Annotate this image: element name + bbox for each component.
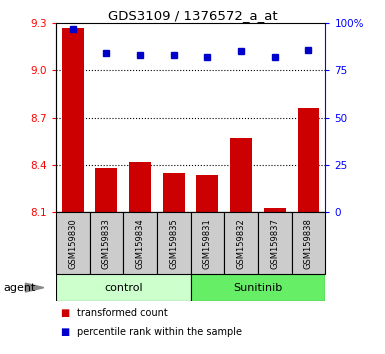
Bar bbox=[123, 212, 157, 274]
Bar bbox=[163, 173, 185, 212]
Bar bbox=[224, 212, 258, 274]
Polygon shape bbox=[25, 283, 44, 292]
Text: GSM159831: GSM159831 bbox=[203, 218, 212, 269]
Bar bbox=[264, 208, 286, 212]
Bar bbox=[56, 212, 89, 274]
Bar bbox=[56, 274, 191, 301]
Text: GSM159835: GSM159835 bbox=[169, 218, 178, 269]
Text: Sunitinib: Sunitinib bbox=[233, 282, 283, 293]
Bar bbox=[230, 138, 252, 212]
Text: GSM159837: GSM159837 bbox=[270, 218, 279, 269]
Text: control: control bbox=[104, 282, 142, 293]
Text: ■: ■ bbox=[60, 308, 69, 318]
Text: GSM159833: GSM159833 bbox=[102, 218, 111, 269]
Text: GSM159834: GSM159834 bbox=[136, 218, 144, 269]
Text: GSM159838: GSM159838 bbox=[304, 218, 313, 269]
Bar bbox=[95, 168, 117, 212]
Bar bbox=[298, 108, 320, 212]
Text: GDS3109 / 1376572_a_at: GDS3109 / 1376572_a_at bbox=[108, 9, 277, 22]
Bar bbox=[258, 212, 292, 274]
Bar bbox=[62, 28, 84, 212]
Text: transformed count: transformed count bbox=[77, 308, 168, 318]
Bar bbox=[292, 212, 325, 274]
Bar bbox=[157, 212, 191, 274]
Text: GSM159832: GSM159832 bbox=[237, 218, 246, 269]
Bar bbox=[89, 212, 123, 274]
Text: GSM159830: GSM159830 bbox=[68, 218, 77, 269]
Bar bbox=[191, 274, 325, 301]
Bar bbox=[129, 162, 151, 212]
Bar bbox=[196, 175, 218, 212]
Text: ■: ■ bbox=[60, 327, 69, 337]
Text: agent: agent bbox=[4, 282, 36, 293]
Bar bbox=[191, 212, 224, 274]
Text: percentile rank within the sample: percentile rank within the sample bbox=[77, 327, 242, 337]
